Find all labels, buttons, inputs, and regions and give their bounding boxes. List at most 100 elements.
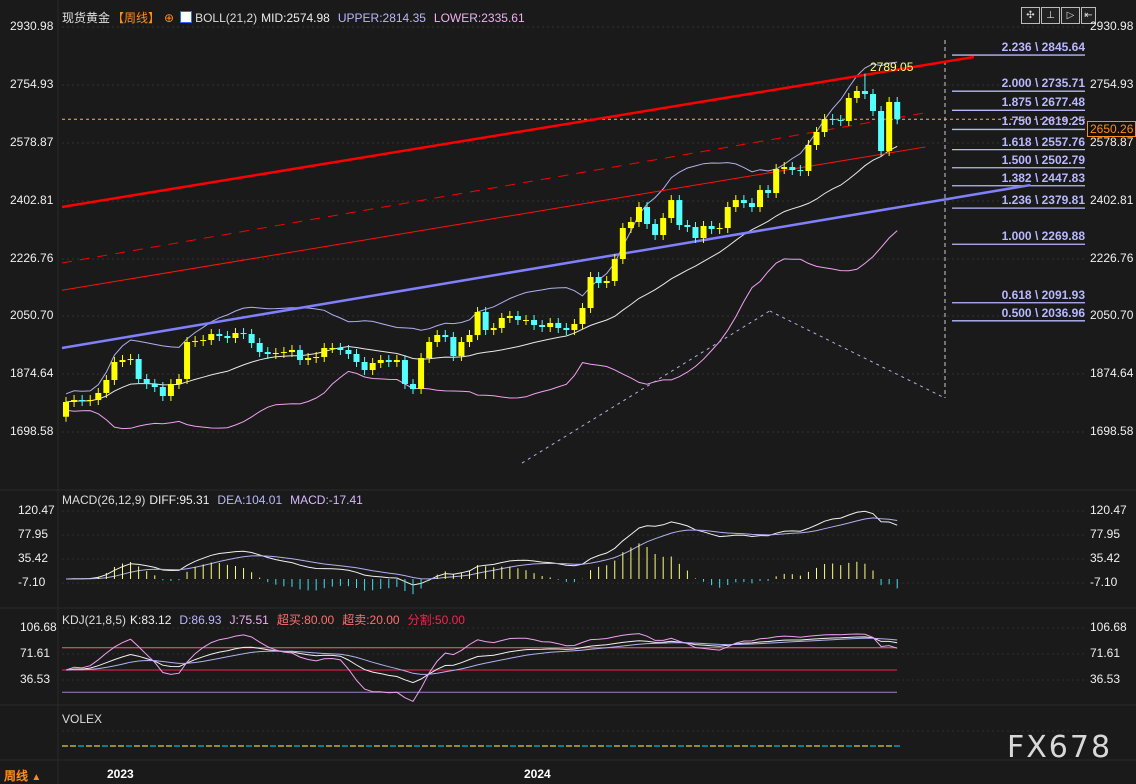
kdj-axis-label: 71.61 <box>1090 646 1121 660</box>
macd-axis-label: 35.42 <box>1090 551 1121 565</box>
fib-level-label: 2.000 \ 2735.71 <box>1001 76 1085 91</box>
candle-down <box>684 224 691 227</box>
price-axis-label: 2050.70 <box>1090 308 1134 322</box>
macd-axis-label: -7.10 <box>1090 575 1118 589</box>
fit-vertical-icon[interactable]: ⊥ <box>1041 7 1060 24</box>
candle-up <box>321 347 328 358</box>
candle-up <box>611 259 618 281</box>
candle-down <box>708 226 715 230</box>
price-axis-label: 2578.87 <box>1090 135 1134 149</box>
boll-mid: MID:2574.98 <box>261 11 330 25</box>
candle-up <box>95 392 102 401</box>
candle-up <box>603 280 610 283</box>
candle-up <box>103 380 110 393</box>
price-axis-label: 1874.64 <box>10 366 54 380</box>
price-axis-label: 2226.76 <box>10 251 54 265</box>
price-axis-label: 2226.76 <box>1090 251 1134 265</box>
macd-diff: DIFF:95.31 <box>149 493 210 507</box>
candle-up <box>635 207 642 223</box>
kdj-axis-label: 71.61 <box>20 646 51 660</box>
period-selector[interactable]: 周线 ▲ <box>4 767 41 784</box>
candle-down <box>264 352 271 355</box>
candle-up <box>434 335 441 343</box>
candle-up <box>329 347 336 349</box>
boll-label: BOLL(21,2) <box>195 11 258 25</box>
candle-down <box>692 226 699 239</box>
candle-up <box>63 401 69 417</box>
trendline-blue <box>61 183 1031 350</box>
candle-down <box>159 387 166 397</box>
candle-up <box>200 340 207 342</box>
candle-up <box>724 207 731 229</box>
fib-level-label: 1.875 \ 2677.48 <box>1001 95 1085 110</box>
macd-dea-line <box>65 517 898 580</box>
candle-up <box>886 101 893 152</box>
candle-up <box>184 342 191 379</box>
candle-up <box>547 322 554 327</box>
candle-up <box>111 361 118 381</box>
kdj-header: KDJ(21,8,5) K:83.12 D:86.93 J:75.51 超买:80.00… <box>62 611 473 628</box>
price-axis-label: 2930.98 <box>1090 19 1134 33</box>
candle-up <box>627 222 634 229</box>
price-axis-label: 2050.70 <box>10 308 54 322</box>
candle-up <box>466 335 473 343</box>
candle-up <box>490 327 497 331</box>
macd-axis-label: 120.47 <box>1090 503 1127 517</box>
period-label[interactable]: 【周线】 <box>112 11 161 25</box>
target-icon[interactable]: ⊕ <box>164 11 175 25</box>
fib-level-label: 1.618 \ 2557.76 <box>1001 134 1085 149</box>
candle-down <box>353 354 360 362</box>
candle-up <box>426 342 433 359</box>
candle-up <box>506 315 513 318</box>
candle-up <box>805 145 812 171</box>
volex-label: VOLEX <box>62 712 103 726</box>
boll-upper: UPPER:2814.35 <box>337 11 426 25</box>
candle-down <box>514 315 521 320</box>
candle-down <box>151 384 158 388</box>
candle-down <box>450 337 457 357</box>
price-axis-label: 2402.81 <box>10 193 54 207</box>
macd-axis-label: 77.95 <box>1090 527 1121 541</box>
macd-diff-line <box>65 510 898 586</box>
crosshair-icon[interactable]: ✣ <box>1021 7 1040 24</box>
candle-up <box>167 384 174 397</box>
candle-up <box>845 97 852 121</box>
kdj-axis-label: 36.53 <box>1090 672 1121 686</box>
candle-up <box>87 400 94 402</box>
candle-down <box>240 333 247 335</box>
trendline-solid-red <box>61 55 975 209</box>
play-icon[interactable]: ▷ <box>1061 7 1080 24</box>
kdj-split: 分割:50.00 <box>407 613 465 627</box>
macd-value: MACD:-17.41 <box>290 493 363 507</box>
kdj-k: K:83.12 <box>130 613 172 627</box>
kdj-d-line <box>65 637 898 675</box>
kdj-k-line <box>65 636 898 684</box>
candle-up <box>619 228 626 260</box>
candle-down <box>297 350 304 361</box>
candle-up <box>305 358 312 361</box>
candle-down <box>410 384 417 390</box>
candle-up <box>232 333 239 339</box>
candle-up <box>781 167 788 169</box>
exit-icon[interactable]: ⇤ <box>1081 7 1096 24</box>
candle-up <box>119 360 126 362</box>
candle-down <box>256 343 263 353</box>
fib-level-label: 0.618 \ 2091.93 <box>1001 287 1085 302</box>
candle-down <box>789 167 796 171</box>
candle-up <box>208 334 215 341</box>
candle-down <box>135 359 142 379</box>
fib-level-label: 0.500 \ 2036.96 <box>1001 305 1085 320</box>
candle-down <box>337 347 344 351</box>
candle-up <box>773 168 780 194</box>
candle-up <box>853 90 860 98</box>
candle-up <box>175 378 182 385</box>
candle-up <box>700 226 707 239</box>
candle-up <box>732 200 739 208</box>
candle-down <box>224 336 231 339</box>
symbol-name: 现货黄金 <box>62 11 111 25</box>
fib-level-label: 1.382 \ 2447.83 <box>1001 170 1085 185</box>
watermark-logo: FX678 <box>1007 730 1113 765</box>
kdj-oversold: 超卖:20.00 <box>342 613 400 627</box>
candle-up <box>498 317 505 328</box>
